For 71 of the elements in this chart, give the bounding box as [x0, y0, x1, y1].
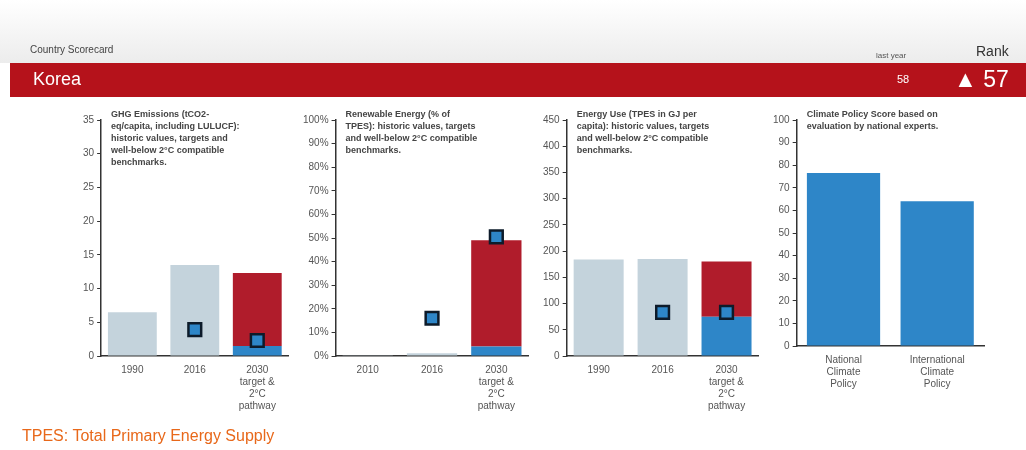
x-tick-label: 2030 target & 2°C pathway	[238, 363, 276, 411]
y-tick-label: 150	[543, 271, 561, 283]
y-tick-label: 40	[778, 249, 791, 261]
y-tick-label: 70%	[308, 184, 329, 196]
y-tick-label: 70	[778, 181, 791, 193]
y-tick-label: 50%	[308, 231, 329, 243]
y-tick-label: 80	[778, 158, 791, 170]
y-tick-label: 60%	[308, 208, 329, 220]
y-tick-label: 35	[83, 113, 95, 125]
x-tick-label: 2016	[651, 363, 675, 375]
text: Country Scorecard	[30, 44, 114, 55]
x-tick-label: 2010	[356, 363, 380, 375]
y-tick-label: 100	[543, 297, 561, 309]
x-tick-label: International Climate Policy	[909, 353, 965, 389]
text: last year	[876, 51, 907, 60]
y-tick-label: 10	[83, 282, 95, 294]
y-tick-label: 200	[543, 244, 561, 256]
y-tick-label: 0%	[314, 349, 329, 361]
bar	[406, 353, 458, 356]
bar	[471, 346, 522, 356]
y-tick-label: 15	[83, 248, 95, 260]
text: Renewable Energy (% of TPES): historic values, targets and well-below 2°C compatible benchmarks.	[345, 108, 479, 156]
y-tick-label: 0	[88, 349, 95, 361]
bar	[637, 258, 688, 356]
x-tick-label: National Climate Policy	[825, 353, 862, 389]
bar	[701, 261, 752, 317]
x-tick-label: 2030 target & 2°C pathway	[707, 363, 746, 411]
y-tick-label: 5	[88, 316, 95, 328]
y-tick-label: 20	[778, 294, 791, 306]
y-tick-label: 10	[778, 317, 791, 329]
y-tick-label: 100	[773, 113, 791, 125]
y-tick-label: 50	[778, 226, 791, 238]
text: ▲ 57	[954, 66, 1009, 93]
y-tick-label: 20	[83, 214, 95, 226]
y-tick-label: 0	[784, 339, 791, 351]
y-tick-label: 10%	[308, 326, 329, 338]
y-tick-label: 40%	[308, 255, 329, 267]
text: GHG Emissions (tCO2-eq/capita, including LULUCF): historic values, targets and well-below 2°C compatible benchmarks.	[111, 108, 241, 168]
y-tick-label: 20%	[308, 302, 329, 314]
bar	[232, 273, 282, 346]
y-tick-label: 90	[778, 136, 791, 148]
y-tick-label: 30	[83, 147, 95, 159]
y-tick-label: 0	[554, 349, 561, 361]
y-tick-label: 80%	[308, 160, 329, 172]
y-tick-label: 300	[543, 192, 561, 204]
x-tick-label: 1990	[121, 363, 144, 375]
text: TPES: Total Primary Energy Supply	[22, 427, 275, 445]
chart-title: Climate Policy Score based on evaluation by national experts.	[806, 108, 940, 132]
y-tick-label: 90%	[308, 137, 329, 149]
y-tick-label: 250	[543, 218, 561, 230]
y-tick-label: 50	[548, 323, 561, 335]
bar	[573, 259, 624, 356]
y-tick-label: 60	[778, 204, 791, 216]
y-tick-label: 25	[83, 181, 95, 193]
text: Rank	[976, 43, 1009, 59]
y-tick-label: 100%	[303, 113, 329, 125]
text: Energy Use (TPES in GJ per capita): historic values, targets and well-below 2°C compatible benchmarks.	[576, 108, 711, 156]
y-tick-label: 350	[543, 166, 561, 178]
y-tick-label: 30	[778, 271, 791, 283]
bar	[170, 264, 220, 356]
y-tick-label: 30%	[308, 278, 329, 290]
y-tick-label: 450	[543, 113, 561, 125]
text: 58	[897, 73, 910, 85]
x-tick-label: 2016	[420, 363, 444, 375]
bar	[107, 312, 157, 356]
text: Korea	[33, 69, 82, 90]
x-tick-label: 1990	[587, 363, 611, 375]
bar	[471, 240, 522, 347]
x-tick-label: 2016	[183, 363, 207, 375]
y-tick-label: 400	[543, 139, 561, 151]
x-tick-label: 2030 target & 2°C pathway	[477, 363, 515, 411]
